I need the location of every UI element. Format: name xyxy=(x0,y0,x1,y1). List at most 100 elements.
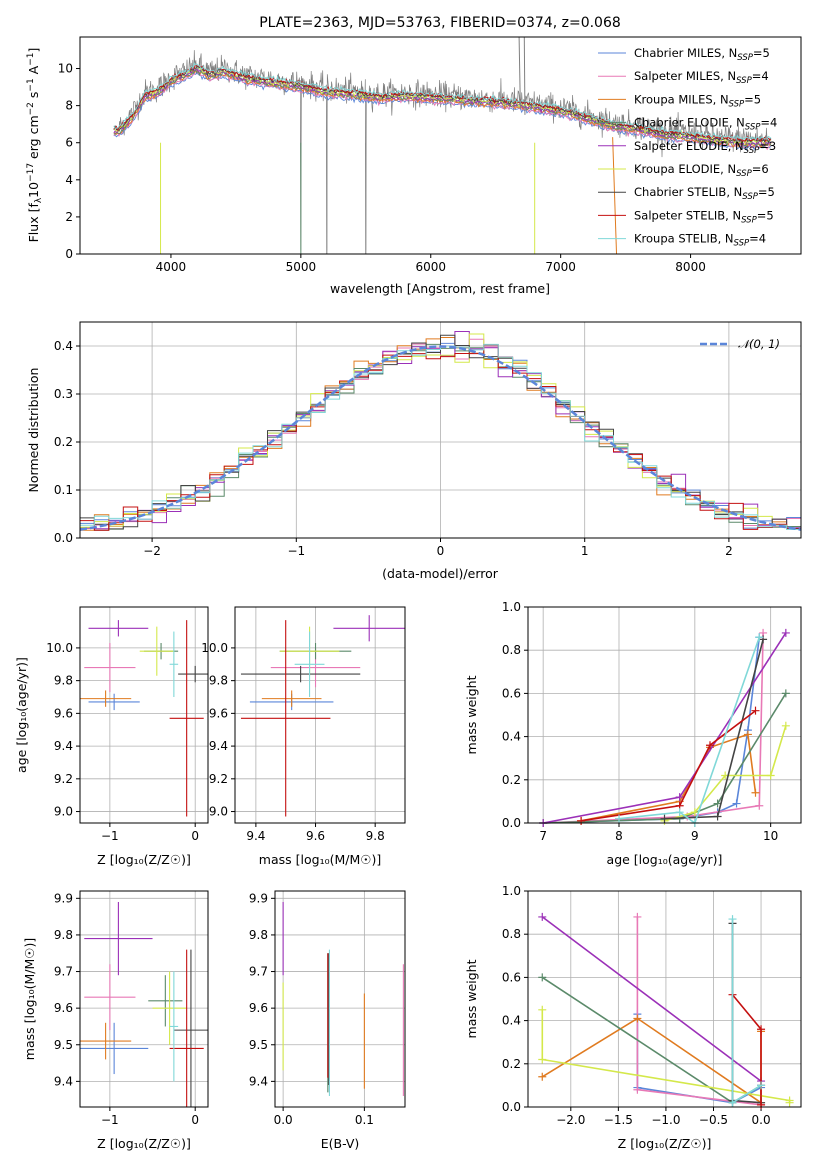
weight-series-7 xyxy=(580,710,756,822)
weight-point-7 xyxy=(577,816,586,825)
axes-frame xyxy=(234,606,406,824)
legend-entry: Chabrier STELIB, NSSP=5 xyxy=(634,185,775,202)
x-tick-label: 6000 xyxy=(415,260,446,274)
legend-entry: Chabrier ELODIE, NSSP=4 xyxy=(634,116,777,133)
y-tick-label: 9.4 xyxy=(54,1074,73,1088)
y-tick-label: 0.2 xyxy=(54,435,73,449)
weight-point-6 xyxy=(759,635,768,644)
x-tick-label: 7 xyxy=(539,829,547,843)
y-tick-label: 9.5 xyxy=(249,1038,268,1052)
weight-point-1 xyxy=(755,801,764,810)
y-tick-label: 9.7 xyxy=(249,965,268,979)
y-tick-label: 4 xyxy=(65,173,73,187)
y-tick-label: 0.4 xyxy=(502,730,521,744)
y-tick-label: 0.6 xyxy=(502,686,521,700)
weight-series-4 xyxy=(541,916,762,1082)
weight-point-7 xyxy=(751,706,760,715)
x-tick-label: 4000 xyxy=(156,260,187,274)
x-tick-label: −0.5 xyxy=(699,1113,728,1127)
weight-point-4 xyxy=(781,628,790,637)
x-axis-label: Z [log₁₀(Z/Z☉)] xyxy=(618,1136,712,1151)
legend-normal-label: 𝒩(0, 1) xyxy=(738,337,780,351)
x-tick-label: 9.6 xyxy=(306,829,325,843)
y-tick-label: 0.3 xyxy=(54,387,73,401)
legend-entry: Salpeter MILES, NSSP=4 xyxy=(634,69,769,86)
y-tick-label: 9.0 xyxy=(54,805,73,819)
weight-series-3 xyxy=(541,976,762,1104)
y-tick-label: 9.2 xyxy=(54,772,73,786)
model-spectrum-6 xyxy=(113,66,772,144)
y-tick-label: 0.0 xyxy=(54,531,73,545)
y-tick-label: 10.0 xyxy=(46,641,73,655)
y-tick-label: 0.6 xyxy=(502,970,521,984)
weight-point-0 xyxy=(732,799,741,808)
spectrum-ylabel: Flux [fλ10−17 erg cm−2 s−1 A−1] xyxy=(26,48,44,243)
model-spectrum-3 xyxy=(113,68,772,149)
x-tick-label: 10 xyxy=(763,829,778,843)
axes-frame xyxy=(79,606,209,824)
y-tick-label: 1.0 xyxy=(502,600,521,614)
weight-point-3 xyxy=(781,689,790,698)
age-vs-mass-panel: 9.4 9.6 9.8 9.0 9.2 9.4 9.6 9.8 10.0 mass [log₁₀(… xyxy=(201,606,406,867)
axes-frame xyxy=(274,890,406,1108)
weight-point-2 xyxy=(751,788,760,797)
normal-pdf-curve xyxy=(80,345,801,531)
y-tick-label: 9.8 xyxy=(54,674,73,688)
y-axis-label: mass weight xyxy=(464,675,479,754)
mass-weight-vs-z-panel: −2.0 −1.5 −1.0 −0.5 0.0 0.0 0.2 0.4 0.6 0.8 1.0 Z [… xyxy=(464,884,802,1151)
spectrum-xlabel: wavelength [Angstrom, rest frame] xyxy=(330,281,550,296)
spectrum-axes xyxy=(79,36,802,255)
y-tick-label: 9.6 xyxy=(54,1001,73,1015)
weight-point-7 xyxy=(757,1025,766,1034)
weight-point-8 xyxy=(757,1081,766,1090)
y-tick-label: 0.8 xyxy=(502,927,521,941)
y-tick-label: 9.4 xyxy=(54,739,73,753)
weight-point-8 xyxy=(728,1098,737,1107)
y-tick-label: 6 xyxy=(65,136,73,150)
y-axis-label: age [log₁₀(age/yr)] xyxy=(14,657,29,773)
weight-point-7 xyxy=(757,1100,766,1109)
weight-point-5 xyxy=(785,1098,794,1107)
y-axis-label: mass weight xyxy=(464,959,479,1038)
weight-point-5 xyxy=(766,771,775,780)
weight-series-4 xyxy=(543,632,787,824)
x-tick-label: 1 xyxy=(581,544,589,558)
spectrum-panel: PLATE=2363, MJD=53763, FIBERID=0374, z=0… xyxy=(26,15,802,296)
axes-frame xyxy=(527,890,802,1108)
weight-point-5 xyxy=(690,808,699,817)
y-tick-label: 9.6 xyxy=(209,706,228,720)
line-spike xyxy=(523,37,526,115)
weight-point-1 xyxy=(633,912,642,921)
x-tick-label: −1.0 xyxy=(651,1113,680,1127)
histogram-ylabel: Normed distribution xyxy=(26,368,41,493)
x-tick-label: 0 xyxy=(191,1113,199,1127)
y-tick-label: 9.0 xyxy=(209,805,228,819)
mass-vs-ebv-panel: 0.0 0.1 9.4 9.5 9.6 9.7 9.8 9.9 E(B-V) xyxy=(249,890,406,1151)
legend-entry: Chabrier MILES, NSSP=5 xyxy=(634,46,770,63)
y-tick-label: 0.0 xyxy=(502,1100,521,1114)
y-tick-label: 9.6 xyxy=(54,706,73,720)
y-tick-label: 0.8 xyxy=(502,643,521,657)
weight-point-2 xyxy=(633,1014,642,1023)
x-axis-label: Z [log₁₀(Z/Z☉)] xyxy=(97,1136,191,1151)
mass-weight-vs-age-panel: 7 8 9 10 0.0 0.2 0.4 0.6 0.8 1.0 age [log₁₀(age/yr… xyxy=(464,600,802,867)
y-tick-label: 0.2 xyxy=(502,773,521,787)
x-tick-label: −1 xyxy=(287,544,305,558)
x-tick-label: 9 xyxy=(691,829,699,843)
legend-entry: Kroupa MILES, NSSP=5 xyxy=(634,92,761,109)
y-tick-label: 10 xyxy=(58,62,73,76)
weight-point-6 xyxy=(713,812,722,821)
y-tick-label: 9.8 xyxy=(249,928,268,942)
weight-point-5 xyxy=(781,721,790,730)
y-tick-label: 9.5 xyxy=(54,1038,73,1052)
y-axis-label: mass [log₁₀(M/M☉)] xyxy=(22,938,37,1060)
y-tick-label: 1.0 xyxy=(502,884,521,898)
x-tick-label: 0.0 xyxy=(274,1113,293,1127)
x-tick-label: −2.0 xyxy=(556,1113,585,1127)
y-tick-label: 9.9 xyxy=(54,891,73,905)
x-tick-label: 8000 xyxy=(675,260,706,274)
weight-point-3 xyxy=(538,973,547,982)
y-tick-label: 0.0 xyxy=(502,816,521,830)
x-axis-label: Z [log₁₀(Z/Z☉)] xyxy=(97,852,191,867)
x-tick-label: −1 xyxy=(101,829,119,843)
